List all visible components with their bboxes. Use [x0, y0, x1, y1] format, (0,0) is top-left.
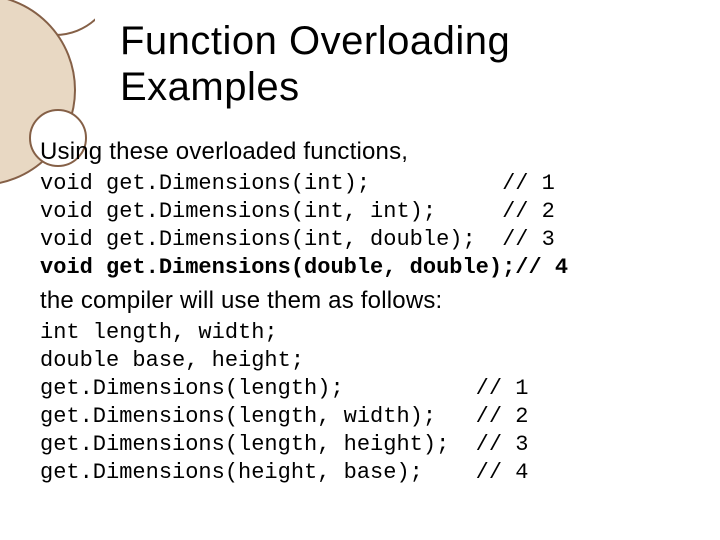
use-line-6: get.Dimensions(height, base); // 4: [40, 460, 528, 485]
use-line-2: double base, height;: [40, 348, 304, 373]
usage-code: int length, width; double base, height; …: [40, 319, 700, 488]
use-line-4: get.Dimensions(length, width); // 2: [40, 404, 528, 429]
use-line-1: int length, width;: [40, 320, 278, 345]
slide-title: Function Overloading Examples: [120, 18, 700, 110]
intro-text-1: Using these overloaded functions,: [40, 138, 700, 166]
intro-text-2: the compiler will use them as follows:: [40, 287, 700, 315]
use-line-3: get.Dimensions(length); // 1: [40, 376, 528, 401]
slide-content: Function Overloading Examples Using thes…: [40, 18, 700, 492]
decl-line-3: void get.Dimensions(int, double); // 3: [40, 227, 555, 252]
decl-line-2: void get.Dimensions(int, int); // 2: [40, 199, 555, 224]
use-line-5: get.Dimensions(length, height); // 3: [40, 432, 528, 457]
declarations-code: void get.Dimensions(int); // 1 void get.…: [40, 170, 700, 283]
decl-line-4: void get.Dimensions(double, double);// 4: [40, 255, 568, 280]
decl-line-1: void get.Dimensions(int); // 1: [40, 171, 555, 196]
